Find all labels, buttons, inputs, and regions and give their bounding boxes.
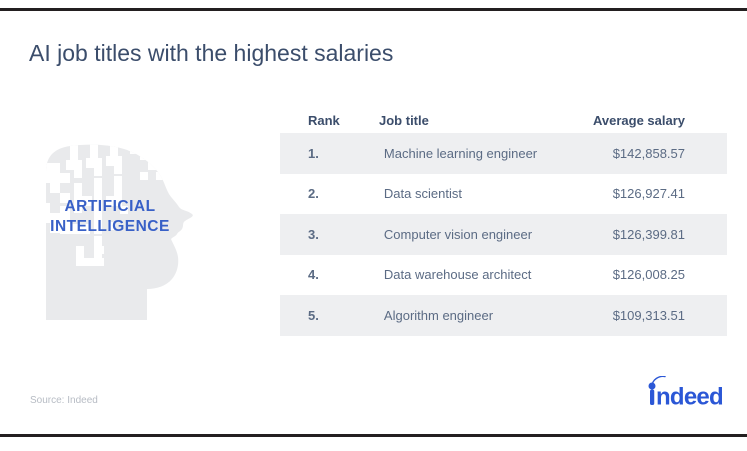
svg-text:ndeed: ndeed: [656, 384, 723, 407]
